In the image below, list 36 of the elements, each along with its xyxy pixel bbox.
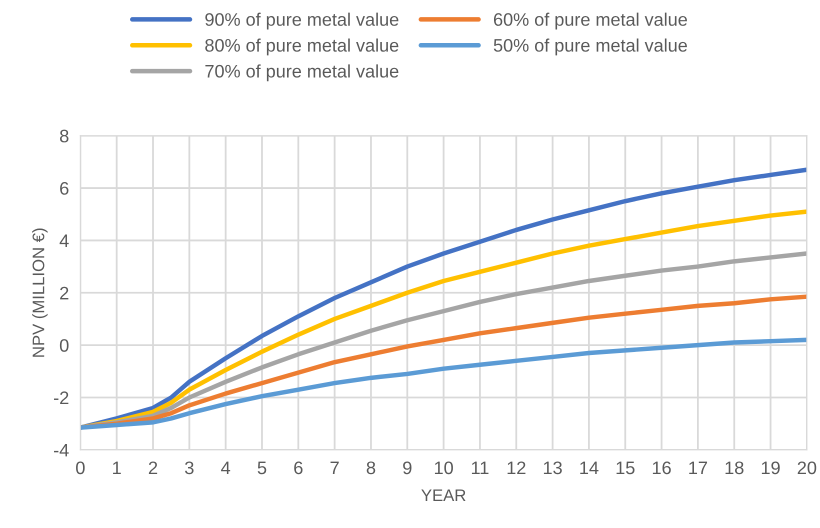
- legend-label: 80% of pure metal value: [205, 38, 398, 56]
- y-tick-label: 4: [60, 234, 69, 247]
- legend-label: 70% of pure metal value: [205, 64, 398, 82]
- x-tick-label: 6: [294, 461, 303, 474]
- y-tick-label: 0: [60, 339, 69, 352]
- x-axis-title: YEAR: [421, 490, 466, 501]
- y-tick-label: -4: [54, 444, 69, 456]
- x-tick-label: 7: [330, 462, 339, 474]
- line-series: [80, 338, 807, 430]
- x-tick-label: 17: [689, 462, 708, 474]
- y-tick-label: 8: [60, 130, 68, 142]
- x-tick-label: 3: [185, 461, 194, 474]
- legend-label: 50% of pure metal value: [494, 38, 687, 56]
- x-tick-label: 13: [544, 461, 562, 474]
- legend-label: 90% of pure metal value: [205, 12, 398, 30]
- x-tick-label: 2: [148, 461, 158, 474]
- x-tick-label: 4: [221, 462, 230, 474]
- x-tick-label: 0: [76, 461, 85, 474]
- x-tick-label: 1: [113, 462, 121, 474]
- y-tick-label: 6: [60, 182, 68, 195]
- y-tick-label: 2: [60, 286, 68, 300]
- y-axis-title: NPV (MILLION €): [32, 228, 48, 357]
- y-tick-label: -2: [54, 391, 68, 404]
- x-tick-label: 10: [434, 461, 453, 474]
- x-tick-label: 19: [762, 461, 780, 474]
- x-tick-label: 20: [798, 461, 816, 474]
- x-tick-label: 8: [366, 461, 376, 474]
- legend-label: 60% of pure metal value: [494, 12, 687, 30]
- x-tick-label: 15: [616, 462, 635, 474]
- x-tick-label: 11: [472, 462, 488, 474]
- x-tick-label: 5: [258, 462, 266, 474]
- x-tick-label: 12: [508, 461, 526, 474]
- x-tick-label: 14: [580, 462, 598, 474]
- x-tick-label: 16: [652, 461, 671, 474]
- x-tick-label: 18: [726, 461, 744, 474]
- x-tick-label: 9: [403, 461, 412, 474]
